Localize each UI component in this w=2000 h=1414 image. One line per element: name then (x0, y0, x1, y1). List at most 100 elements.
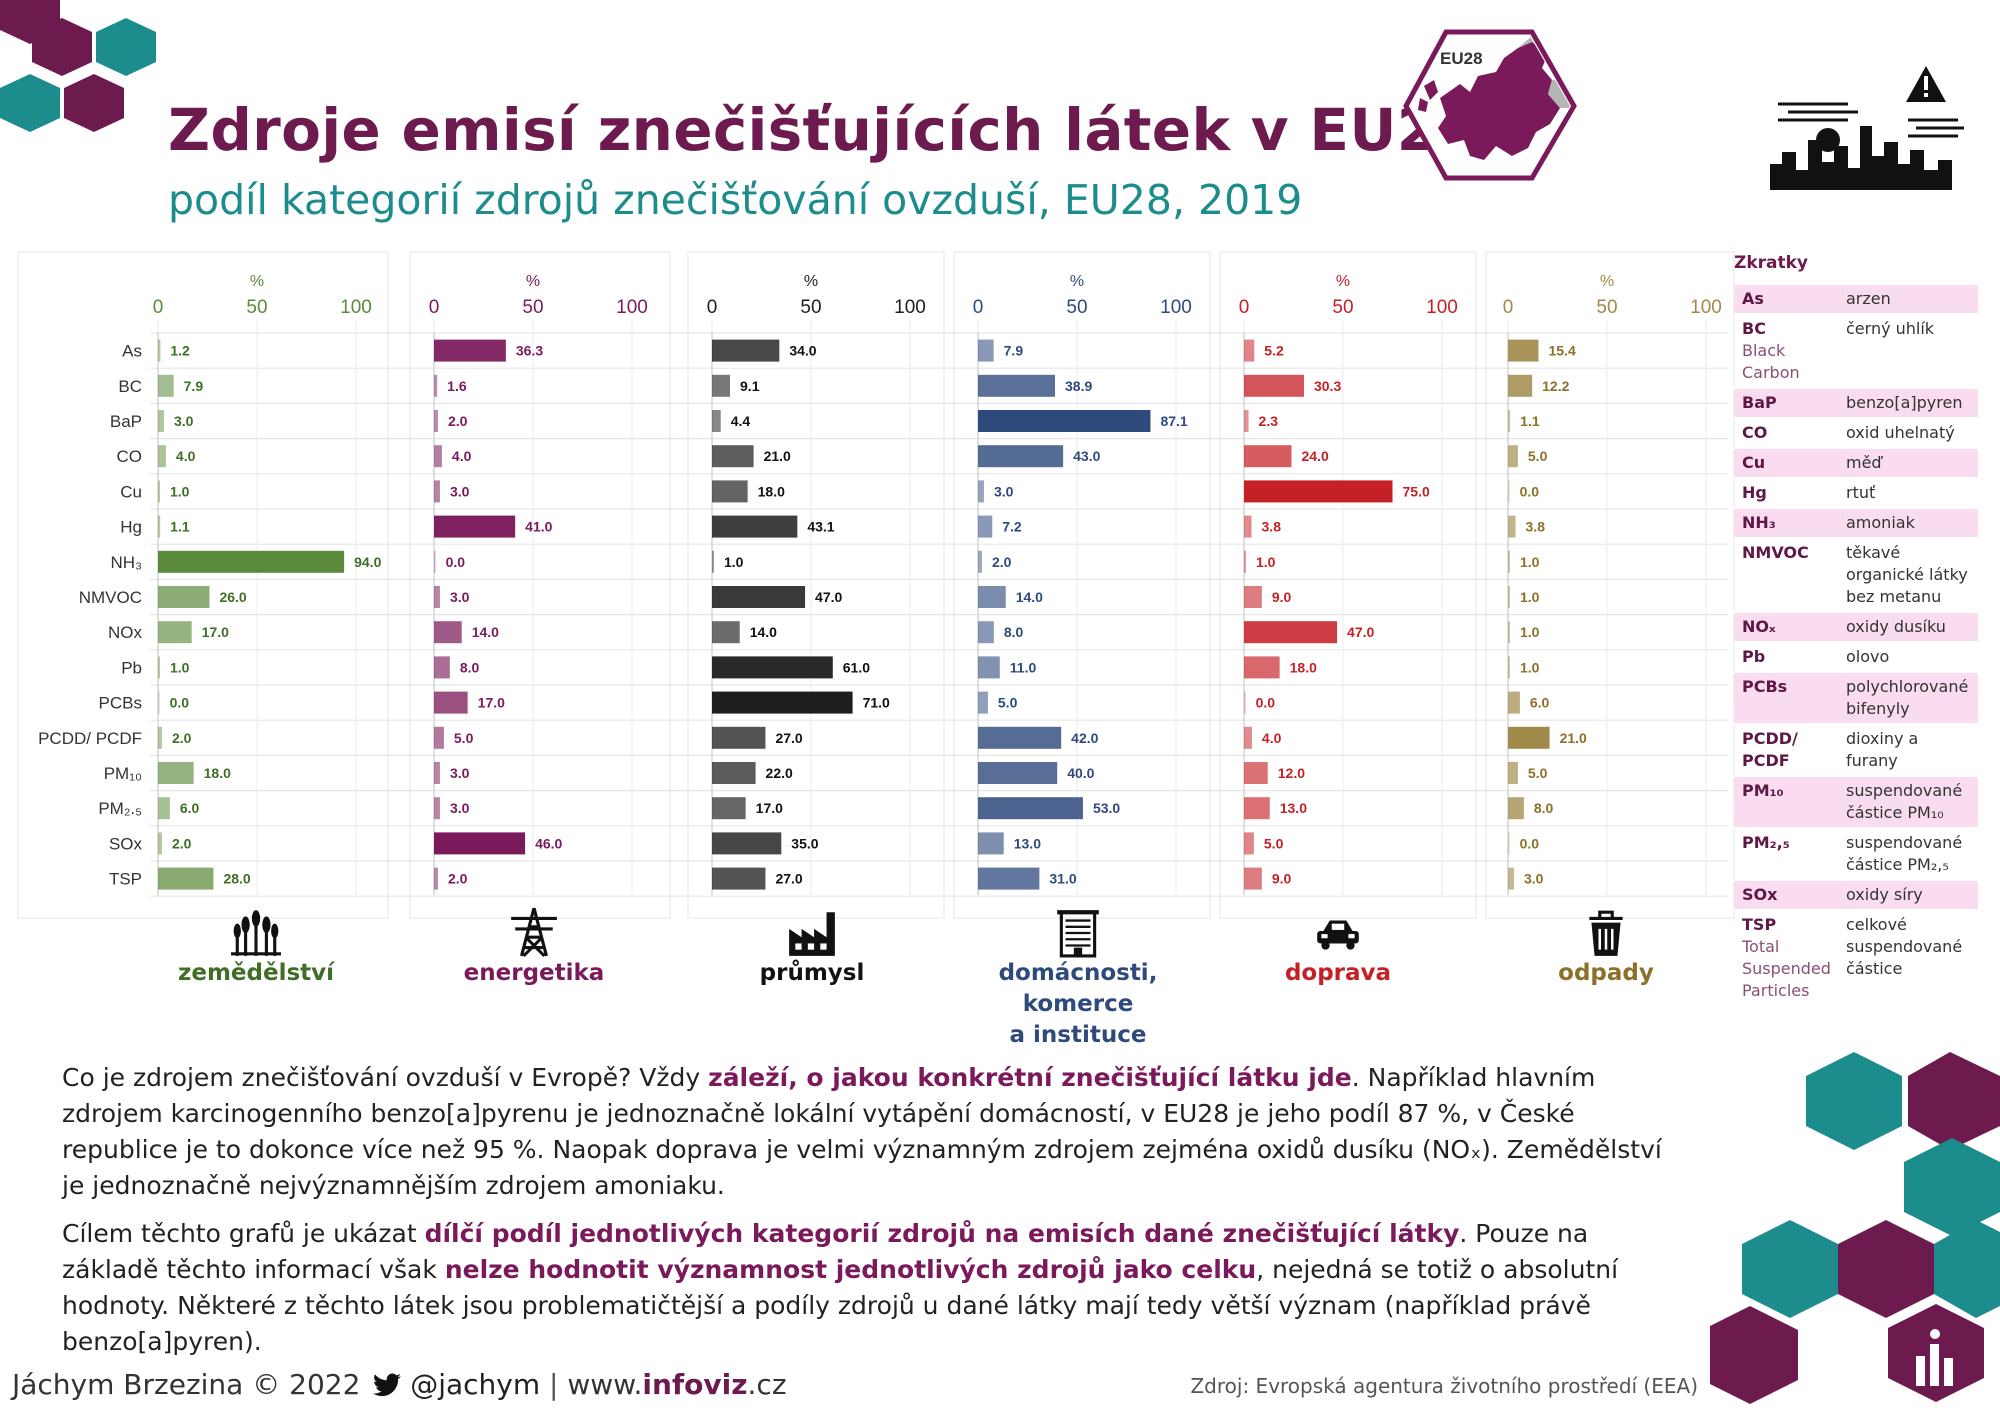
bar (1244, 762, 1268, 784)
data-label: 9.0 (1272, 871, 1292, 887)
data-label: 30.3 (1314, 378, 1341, 394)
data-label: 5.2 (1264, 343, 1284, 359)
data-label: 35.0 (791, 835, 818, 851)
category-label: PCBs (99, 694, 142, 713)
data-label: 11.0 (1010, 659, 1037, 675)
data-label: 17.0 (756, 800, 783, 816)
data-label: 4.0 (176, 448, 196, 464)
tick-label: 50 (1596, 297, 1617, 318)
legend-row: Pb olovo (1734, 643, 1978, 673)
data-label: 1.2 (170, 343, 190, 359)
bar (434, 832, 526, 855)
data-label: 0.0 (170, 695, 190, 711)
axis-unit-label: % (804, 273, 818, 290)
bar (1508, 374, 1533, 397)
bar (978, 762, 1058, 784)
legend-code: PCBs (1742, 677, 1788, 696)
bar (978, 586, 1006, 608)
body-text: . Pouze na základě těchto informací však (62, 1219, 1589, 1284)
data-label: 1.6 (447, 378, 467, 394)
building-icon (1052, 906, 1104, 962)
data-label: 2.0 (172, 835, 192, 851)
data-label: 17.0 (202, 624, 229, 640)
bar (158, 797, 170, 820)
data-label: 7.9 (184, 378, 204, 394)
bar (158, 832, 162, 855)
legend-row: NH₃ amoniak (1734, 509, 1978, 539)
emphasis-text: dílčí podíl jednotlivých kategorií zdroj… (424, 1219, 1460, 1248)
bar (1244, 480, 1393, 503)
legend-row: SOx oxidy síry (1734, 881, 1978, 911)
tick-label: 100 (340, 297, 372, 318)
author-credit: Jáchym Brzezina © 2022 (12, 1368, 361, 1401)
data-label: 3.0 (174, 413, 194, 429)
data-label: 18.0 (204, 765, 231, 781)
legend-description: suspendované částice PM₁₀ (1846, 781, 1963, 822)
data-label: 7.9 (1004, 343, 1024, 359)
page-title: Zdroje emisí znečišťujících látek v EU28 (168, 96, 1479, 164)
tick-label: 100 (1160, 297, 1192, 318)
data-label: 21.0 (1560, 730, 1587, 746)
abbreviation-legend: Zkratky As arzen BC Black Carbon černý uhlík… (1734, 253, 1978, 1007)
bar (712, 480, 748, 503)
bar (158, 374, 174, 397)
category-label: Cu (120, 482, 142, 501)
data-label: 4.0 (1262, 730, 1282, 746)
bar (1244, 515, 1252, 538)
data-label: 4.0 (452, 448, 472, 464)
bar (158, 762, 194, 784)
bar (1244, 797, 1270, 820)
bar (1508, 726, 1550, 749)
legend-description: měď (1846, 453, 1882, 472)
legend-code: PCDD/ PCDF (1742, 729, 1798, 770)
bar (434, 691, 468, 714)
bar (1508, 550, 1510, 573)
bar (434, 480, 440, 503)
bar (978, 445, 1064, 468)
bar (712, 726, 766, 749)
legend-description: amoniak (1846, 513, 1915, 532)
data-label: 18.0 (1290, 659, 1317, 675)
legend-description: oxidy síry (1846, 885, 1923, 904)
tick-label: 50 (1066, 297, 1087, 318)
category-source-label: odpady (1558, 960, 1654, 986)
bar (712, 621, 740, 644)
bar (712, 445, 754, 468)
emphasis-text: nelze hodnotit významnost jednotlivých z… (444, 1255, 1257, 1284)
data-label: 2.3 (1259, 413, 1279, 429)
category-label: NH₃ (111, 553, 142, 572)
body-text: Co je zdrojem znečišťování ovzduší v Evr… (62, 1063, 709, 1092)
data-label: 21.0 (764, 448, 791, 464)
chart-panel-0 (17, 251, 389, 919)
twitter-handle-link[interactable]: @jachym (410, 1368, 541, 1401)
data-label: 5.0 (454, 730, 474, 746)
legend-code: Cu (1742, 453, 1766, 472)
data-label: 9.0 (1272, 589, 1292, 605)
data-label: 94.0 (354, 554, 381, 570)
website-link[interactable]: www.infoviz.cz (567, 1368, 786, 1401)
legend-title: Zkratky (1734, 253, 1809, 273)
bar (978, 656, 1000, 679)
category-source-label: průmysl (759, 960, 865, 986)
emphasis-text: záleží, o jakou konkrétní znečišťující l… (708, 1063, 1352, 1092)
bar (712, 762, 756, 784)
cars-icon (1312, 906, 1364, 962)
bar (1244, 726, 1252, 749)
series-5: % 0 50 100 15.4 12.2 1.1 5.0 0.0 3.8 1.0 1.0 1.0 1.0 6… (1503, 273, 1722, 896)
data-label: 53.0 (1093, 800, 1120, 816)
footer-credit: Jáchym Brzezina © 2022 @jachym | www.inf… (12, 1368, 787, 1401)
bar (434, 762, 440, 784)
data-label: 1.0 (170, 659, 190, 675)
badge-label: EU28 (1440, 49, 1483, 68)
axis-unit-label: % (1070, 273, 1084, 290)
legend-description: černý uhlík (1846, 319, 1935, 338)
bar (158, 691, 160, 714)
tick-label: 50 (1332, 297, 1353, 318)
data-label: 47.0 (1347, 624, 1374, 640)
data-label: 43.0 (1073, 448, 1100, 464)
data-label: 36.3 (516, 343, 543, 359)
tick-label: 0 (429, 297, 440, 318)
legend-code: CO (1742, 423, 1768, 442)
website-suffix: .cz (747, 1368, 787, 1401)
axis-unit-label: % (526, 273, 540, 290)
